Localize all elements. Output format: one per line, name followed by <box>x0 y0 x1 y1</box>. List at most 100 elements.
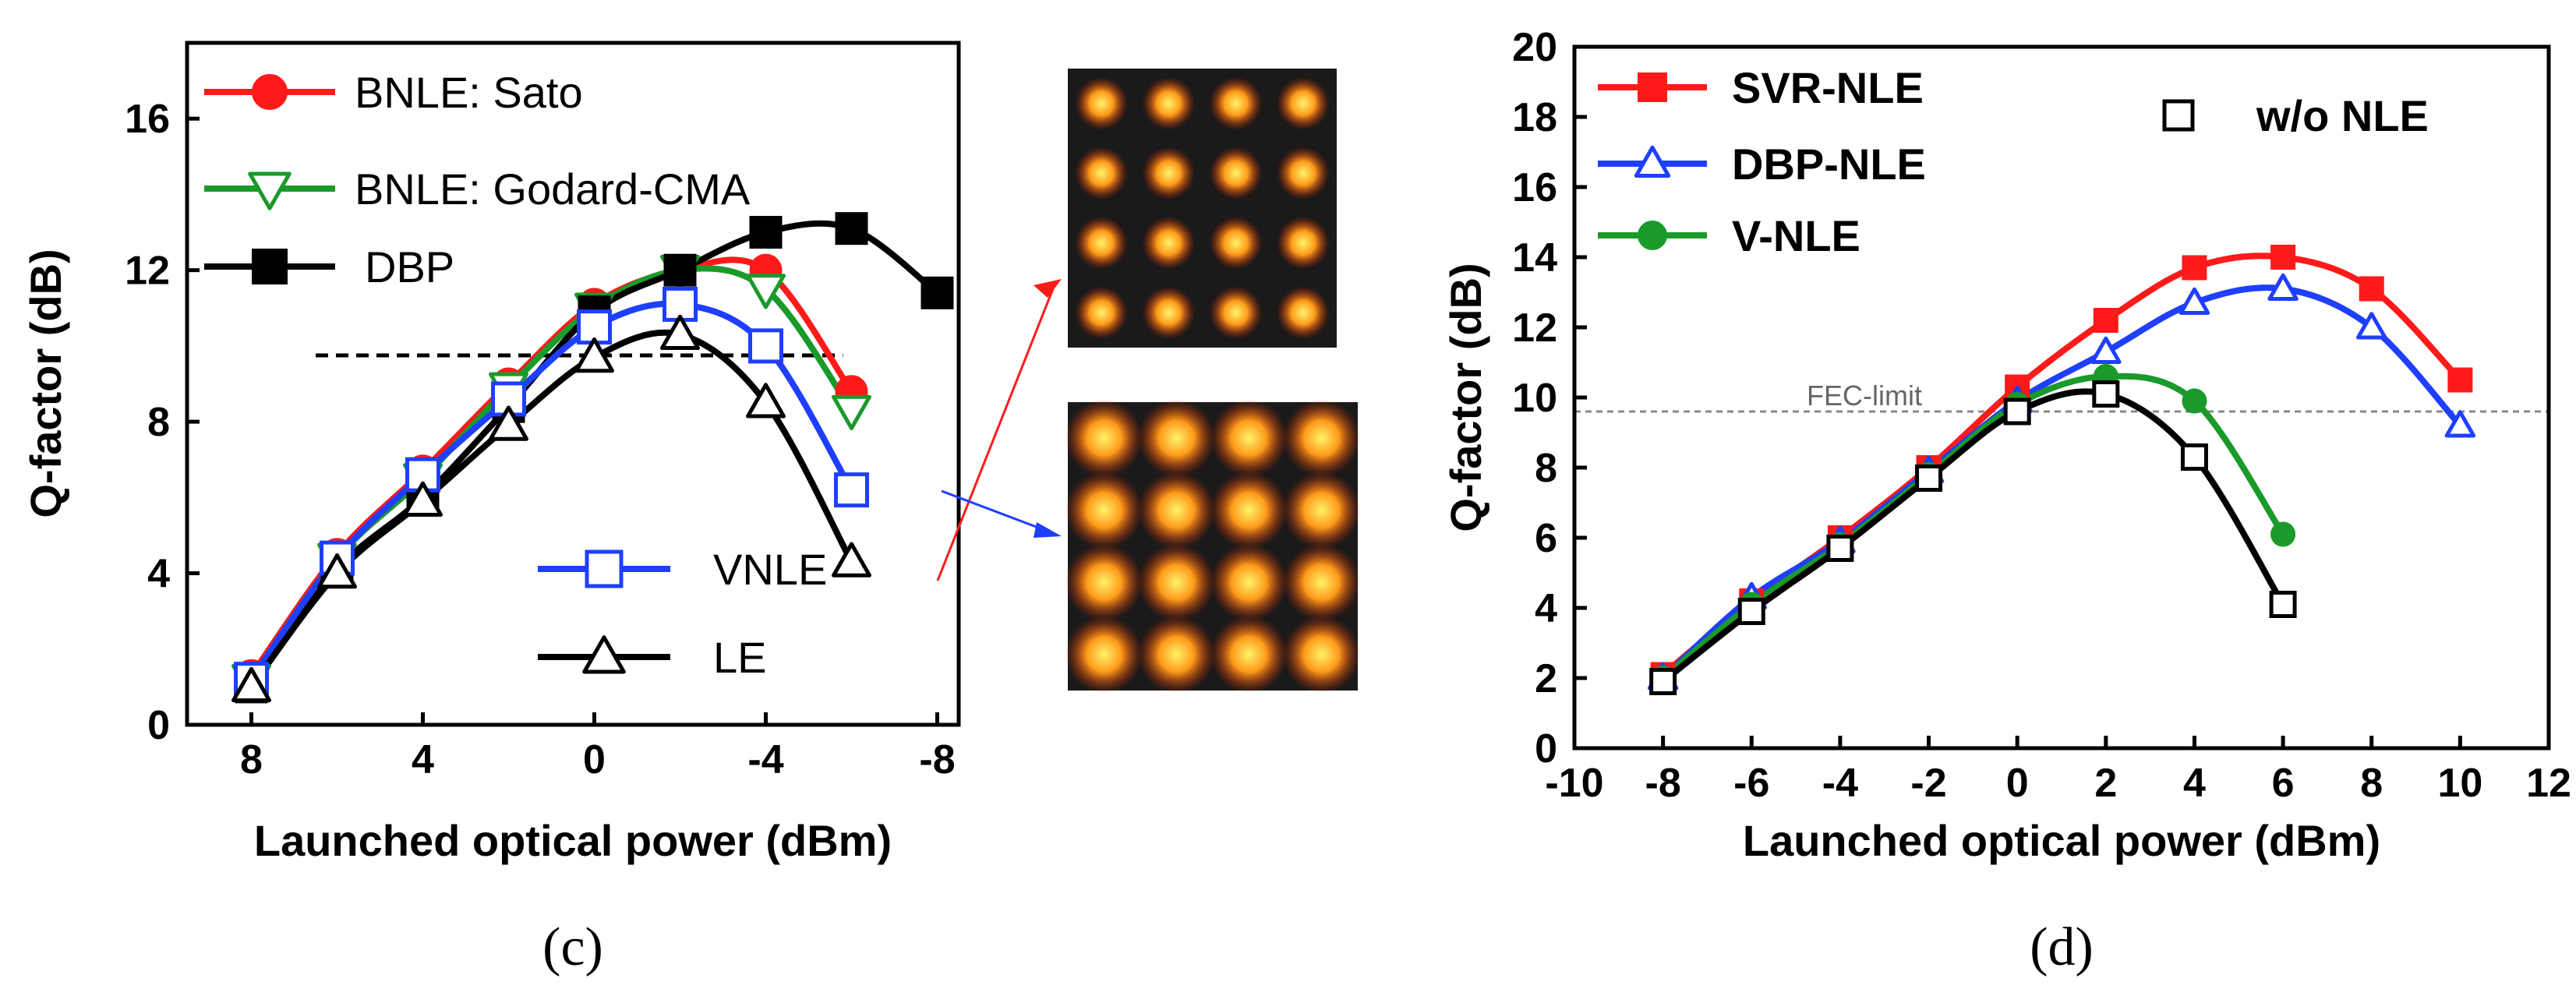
data-point-dbp-nle <box>2355 312 2387 340</box>
data-point-dbp <box>663 253 697 287</box>
legend-marker-godard <box>248 171 292 210</box>
y-tick-label: 16 <box>125 97 170 142</box>
data-point-svr-nle <box>2093 308 2118 333</box>
series-line-svr-nle <box>1659 253 2464 678</box>
data-point-v-nle <box>2270 521 2296 547</box>
x-tick-label: 4 <box>2183 761 2206 806</box>
data-point-w-o-nle <box>2269 591 2297 618</box>
legend-marker-svr-nle <box>1638 72 1667 102</box>
x-tick-label: 12 <box>2526 761 2571 806</box>
constellation-point <box>1282 543 1361 622</box>
x-tick-label: 4 <box>412 737 434 782</box>
panel-d-label: (d) <box>2030 917 2094 977</box>
constellation-point <box>1065 471 1143 549</box>
legend-label-dbp: DBP <box>365 242 454 291</box>
legend-marker-le <box>582 635 626 674</box>
data-point-le <box>660 314 700 351</box>
x-tick-label: 0 <box>583 737 606 782</box>
x-tick-label: -2 <box>1910 761 1946 806</box>
panel-c-ticks: 8 4 0 -4 -8 0 4 8 12 16 <box>125 97 955 782</box>
series-line-v-nle <box>1659 373 2287 681</box>
data-point-svr-nle <box>2447 367 2473 393</box>
constellation-point <box>1075 286 1129 340</box>
constellation-point <box>1282 615 1361 694</box>
x-tick-label: -8 <box>1645 761 1681 806</box>
legend-label-wo-nle: w/o NLE <box>2256 91 2429 140</box>
constellation-point <box>1282 471 1361 549</box>
y-tick-label: 4 <box>1535 586 1557 631</box>
data-point-le <box>489 405 528 441</box>
y-tick-label: 12 <box>1512 306 1557 351</box>
data-point-w-o-nle <box>2003 397 2031 426</box>
legend-marker-dbp <box>252 249 288 284</box>
legend-symbol-v-nle <box>1638 221 1667 250</box>
arrowhead-bottom <box>1034 522 1062 538</box>
y-tick-label: 2 <box>1535 656 1557 701</box>
data-point-w-o-nle <box>1737 598 1765 625</box>
y-tick-label: 8 <box>147 400 170 445</box>
arrow-to-top-inset <box>936 286 1055 581</box>
legend-label-vnle: VNLE <box>713 545 827 594</box>
data-point-dbp-nle <box>2444 410 2476 438</box>
data-point-dbp <box>749 216 783 249</box>
data-point-le <box>746 383 786 419</box>
data-point-dbp-nle <box>2178 287 2210 315</box>
constellation-point <box>1209 216 1263 270</box>
constellation-point <box>1137 399 1216 478</box>
panel-c-axes-frame <box>185 41 961 727</box>
data-point-v-nle <box>2182 388 2207 414</box>
x-tick-label: -4 <box>747 737 783 782</box>
legend-marker-sato <box>252 74 288 110</box>
x-tick-label: 10 <box>2437 761 2482 806</box>
data-point-svr-nle <box>2359 276 2384 302</box>
y-tick-label: 14 <box>1512 235 1557 281</box>
panel-d-ticks: -10 -8 -6 -4 -2 0 2 4 6 8 10 12 0 2 4 6 8 10 12 14 16 18 20 <box>1512 25 2571 806</box>
legend-label-dbp-nle: DBP-NLE <box>1732 140 1926 189</box>
y-tick-label: 18 <box>1512 95 1557 140</box>
x-tick-label: 0 <box>2006 761 2029 806</box>
data-point-dbp <box>921 276 954 309</box>
x-tick-label: -8 <box>919 737 955 782</box>
legend-symbol-bnle-sato <box>252 74 288 110</box>
panel-c-x-axis-title: Launched optical power (dBm) <box>254 816 892 865</box>
constellation-point <box>1210 543 1288 622</box>
constellation-point <box>1209 147 1263 200</box>
data-point-vnle <box>748 328 783 364</box>
constellation-point <box>1210 615 1288 694</box>
constellation-point <box>1142 286 1196 340</box>
x-tick-label: 6 <box>2272 761 2295 806</box>
constellation-point <box>1137 615 1216 694</box>
x-tick-label: -6 <box>1733 761 1769 806</box>
legend-symbol-vnle <box>585 549 624 588</box>
panel-c-y-axis-title: Q-factor (dB) <box>21 249 70 517</box>
x-tick-label: 2 <box>2094 761 2117 806</box>
constellation-point <box>1276 216 1330 270</box>
data-point-le <box>574 337 614 373</box>
x-tick-label: -10 <box>1545 761 1603 806</box>
constellation-point <box>1210 399 1288 478</box>
panel-d-y-axis-title: Q-factor (dB) <box>1441 263 1490 532</box>
data-point-bnle-godard-cma <box>746 274 786 309</box>
x-tick-label: 8 <box>240 737 263 782</box>
constellation-point <box>1142 216 1196 270</box>
panel-d-legend: SVR-NLE DBP-NLE V-NLE w/o NLE <box>1598 63 2429 260</box>
panel-d-fec-label: FEC-limit <box>1807 380 1922 411</box>
constellation-point <box>1065 543 1143 622</box>
constellation-point <box>1209 76 1263 130</box>
constellation-point <box>1276 76 1330 130</box>
panel-c-markers <box>231 212 954 704</box>
legend-symbol-w-o-nle <box>2162 99 2195 132</box>
legend-marker-vnle <box>585 549 624 588</box>
constellation-point <box>1065 615 1143 694</box>
data-point-svr-nle <box>2270 245 2296 270</box>
constellation-point <box>1209 286 1263 340</box>
legend-label-svr-nle: SVR-NLE <box>1732 63 1924 112</box>
legend-symbol-svr-nle <box>1638 72 1667 102</box>
legend-marker-dbp-nle <box>1634 145 1671 178</box>
legend-label-sato: BNLE: Sato <box>355 68 583 117</box>
constellation-point <box>1075 216 1129 270</box>
data-point-le <box>317 553 357 589</box>
legend-label-v-nle: V-NLE <box>1732 211 1860 260</box>
constellation-point <box>1282 399 1361 478</box>
